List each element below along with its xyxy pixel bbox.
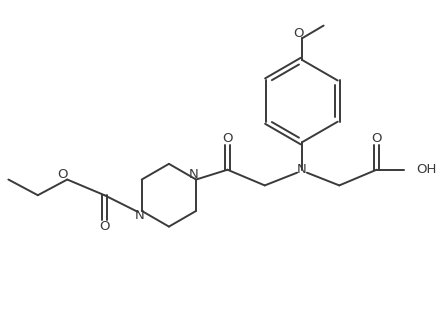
- Text: O: O: [293, 27, 304, 40]
- Text: O: O: [371, 132, 382, 145]
- Text: N: N: [135, 209, 145, 222]
- Text: O: O: [99, 220, 110, 233]
- Text: N: N: [297, 163, 307, 176]
- Text: O: O: [222, 132, 233, 145]
- Text: OH: OH: [416, 163, 436, 176]
- Text: N: N: [188, 168, 198, 181]
- Text: O: O: [57, 168, 67, 181]
